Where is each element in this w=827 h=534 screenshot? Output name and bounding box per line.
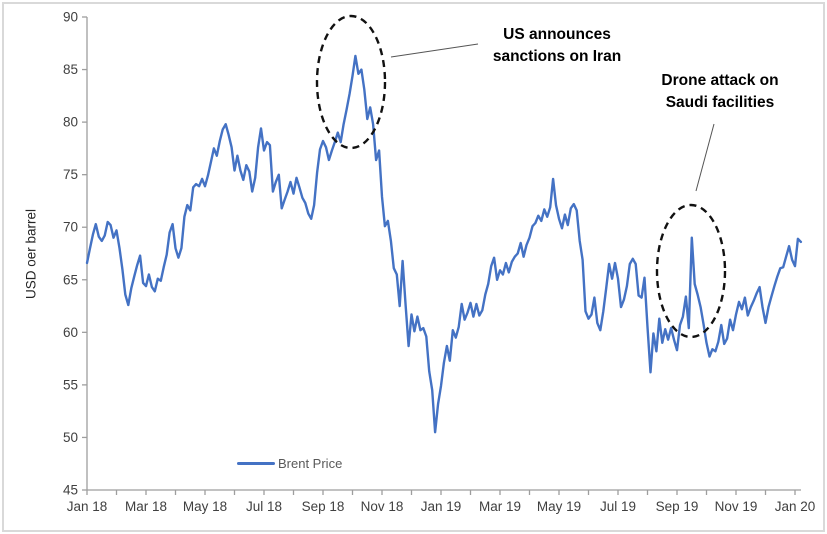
- annotation-iran-line2: sanctions on Iran: [492, 48, 622, 65]
- y-axis-title: USD oer barrel: [23, 208, 39, 300]
- brent-price-line: [85, 54, 803, 434]
- y-tick-label: 65: [63, 272, 78, 287]
- saudi-spike-circle: [655, 203, 727, 339]
- y-tick-label: 90: [63, 10, 78, 25]
- x-tick-label: Jan 20: [775, 499, 816, 514]
- x-tick-label: Mar 19: [479, 499, 521, 514]
- y-tick-label: 45: [63, 483, 78, 498]
- annotation-saudi-drone-attack: Drone attack on Saudi facilities: [590, 70, 827, 114]
- legend-line-swatch: [237, 461, 275, 466]
- y-tick-label: 70: [63, 220, 78, 235]
- y-tick-label: 55: [63, 377, 78, 392]
- chart-legend: Brent Price: [237, 456, 342, 471]
- x-tick-label: Jul 19: [600, 499, 636, 514]
- annotation-saudi-line2: Saudi facilities: [665, 94, 775, 111]
- y-tick-label: 80: [63, 115, 78, 130]
- legend-series-label: Brent Price: [278, 456, 343, 471]
- x-tick-label: Jan 18: [67, 499, 108, 514]
- annotation-iran-line1: US announces: [503, 26, 611, 43]
- y-tick-label: 85: [63, 62, 78, 77]
- y-tick-label: 60: [63, 325, 78, 340]
- x-tick-label: Jan 19: [421, 499, 462, 514]
- annotation-iran-sanctions: US announces sanctions on Iran: [427, 24, 687, 68]
- x-tick-label: Nov 19: [715, 499, 758, 514]
- x-tick-label: Mar 18: [125, 499, 167, 514]
- x-tick-label: Jul 18: [246, 499, 282, 514]
- saudi-leader-line: [695, 123, 715, 192]
- annotation-saudi-line1: Drone attack on: [661, 72, 779, 89]
- iran-spike-circle: [315, 14, 387, 150]
- y-tick-label: 75: [63, 167, 78, 182]
- x-tick-label: May 19: [537, 499, 581, 514]
- x-tick-label: Sep 19: [656, 499, 699, 514]
- iran-leader-line: [390, 43, 479, 58]
- x-tick-label: May 18: [183, 499, 227, 514]
- x-tick-label: Sep 18: [302, 499, 345, 514]
- y-tick-label: 50: [63, 430, 78, 445]
- x-tick-label: Nov 18: [361, 499, 404, 514]
